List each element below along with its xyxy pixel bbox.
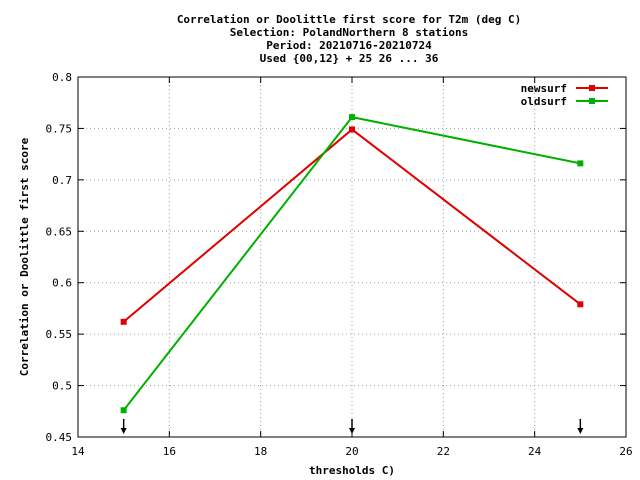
data-point-oldsurf: [349, 114, 355, 121]
x-tick-label: 22: [437, 445, 450, 458]
legend-label-oldsurf: oldsurf: [521, 95, 567, 108]
grid: [78, 77, 626, 437]
x-tick-label: 18: [254, 445, 267, 458]
threshold-arrow-head: [120, 428, 127, 434]
y-tick-label: 0.7: [52, 174, 72, 187]
axis-ticks: 14 16 18 20 22 24 26 0.45 0.5 0.55 0.6 0.65 0.7 0.75 0…: [46, 71, 633, 458]
legend-swatch-marker-oldsurf: [589, 98, 595, 104]
title-line-4: Used {00,12} + 25 26 ... 36: [260, 52, 439, 65]
title-line-3: Period: 20210716-20210724: [266, 39, 432, 52]
x-tick-label: 26: [619, 445, 632, 458]
chart-title: Correlation or Doolittle first score for…: [177, 13, 521, 65]
legend-label-newsurf: newsurf: [521, 82, 567, 95]
y-tick-label: 0.8: [52, 71, 72, 84]
title-line-1: Correlation or Doolittle first score for…: [177, 13, 521, 26]
x-tick-label: 14: [71, 445, 85, 458]
title-line-2: Selection: PolandNorthern 8 stations: [230, 26, 468, 39]
x-tick-label: 24: [528, 445, 542, 458]
y-tick-label: 0.6: [52, 277, 72, 290]
x-axis-label: thresholds C): [309, 464, 395, 477]
y-tick-label: 0.5: [52, 380, 72, 393]
y-tick-label: 0.75: [46, 122, 73, 135]
y-axis-label: Correlation or Doolittle first score: [18, 137, 31, 376]
x-tick-label: 20: [345, 445, 358, 458]
threshold-arrows: [120, 419, 584, 434]
threshold-arrow-head: [349, 428, 355, 434]
data-point-newsurf: [120, 318, 127, 325]
data-point-oldsurf: [577, 160, 584, 167]
y-tick-label: 0.65: [46, 225, 73, 238]
data-point-newsurf: [349, 126, 355, 133]
y-tick-label: 0.55: [46, 328, 73, 341]
series-lines: [120, 114, 584, 414]
legend-swatch-marker-newsurf: [589, 85, 595, 91]
data-point-oldsurf: [120, 407, 127, 414]
x-tick-label: 16: [163, 445, 176, 458]
y-tick-label: 0.45: [46, 431, 73, 444]
threshold-arrow-head: [577, 428, 584, 434]
plot-frame: [77, 76, 627, 438]
data-point-newsurf: [577, 301, 584, 308]
